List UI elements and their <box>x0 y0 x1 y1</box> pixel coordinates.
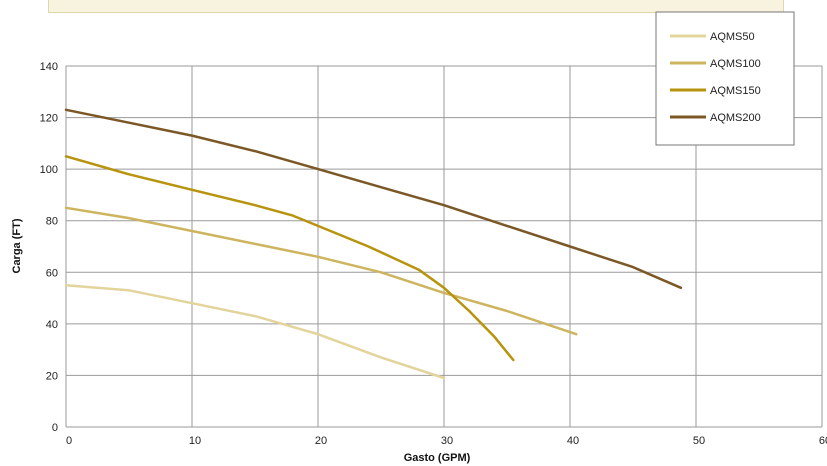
legend: AQMS50 AQMS100 AQMS150 AQMS200 <box>655 11 795 146</box>
top-banner-strip <box>48 0 784 13</box>
y-tick-label: 140 <box>40 61 58 73</box>
legend-box <box>655 11 795 146</box>
legend-label: AQMS150 <box>710 85 761 97</box>
legend-label: AQMS200 <box>710 112 761 124</box>
series-line-aqms150 <box>64 155 515 362</box>
x-tick-label: 40 <box>567 435 579 447</box>
x-tick-label: 10 <box>189 435 201 447</box>
y-axis-title: Carga (FT) <box>11 218 23 273</box>
x-axis-title: Gasto (GPM) <box>404 452 471 464</box>
grid <box>65 65 823 428</box>
x-tick-label: 50 <box>693 435 705 447</box>
series-layer <box>64 108 683 380</box>
y-tick-label: 60 <box>46 267 58 279</box>
y-tick-label: 120 <box>40 113 58 125</box>
y-tick-label: 0 <box>52 422 58 434</box>
series-line-aqms200 <box>64 108 683 290</box>
tick-labels: 0 20 40 60 80 100 120 140 0 10 20 30 40 50 60 <box>40 61 827 447</box>
series-line-aqms100 <box>64 206 578 336</box>
y-tick-label: 40 <box>46 319 58 331</box>
x-tick-label: 30 <box>441 435 453 447</box>
x-tick-label: 0 <box>66 435 72 447</box>
legend-label: AQMS100 <box>710 58 761 70</box>
x-tick-label: 60 <box>819 435 827 447</box>
series-line-aqms50 <box>64 283 446 380</box>
y-tick-label: 80 <box>46 216 58 228</box>
x-tick-label: 20 <box>315 435 327 447</box>
legend-label: AQMS50 <box>710 31 755 43</box>
y-tick-label: 100 <box>40 164 58 176</box>
y-tick-label: 20 <box>46 370 58 382</box>
